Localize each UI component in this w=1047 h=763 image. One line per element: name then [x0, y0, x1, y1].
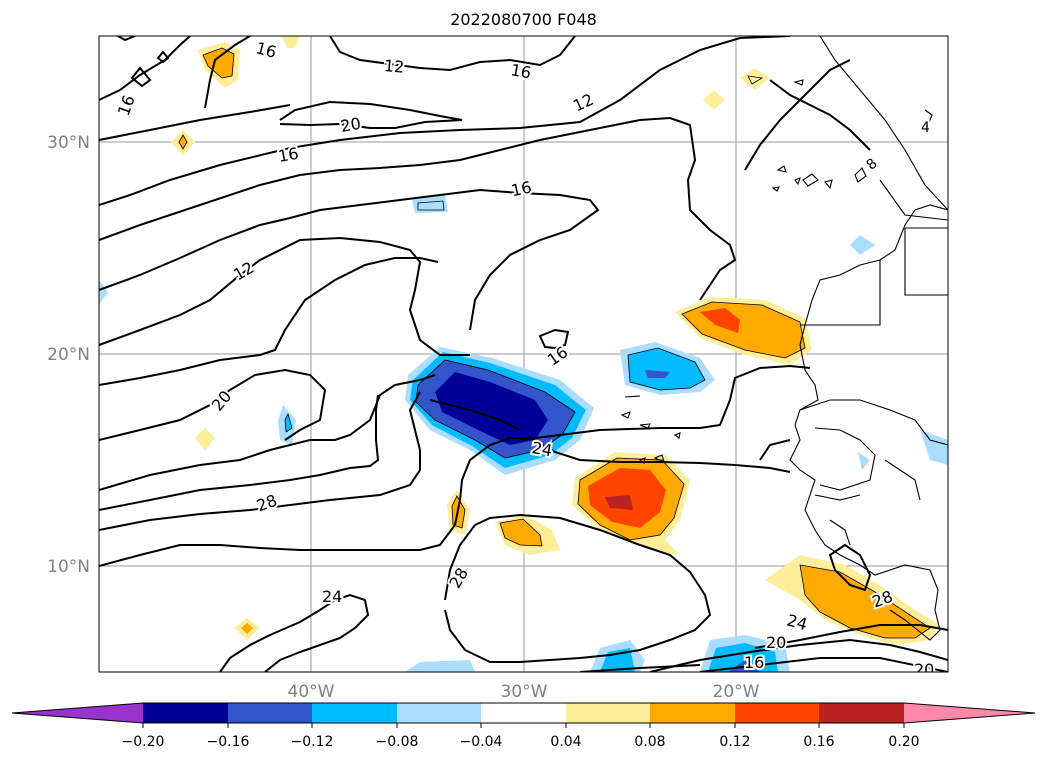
shaded-fields [99, 36, 948, 672]
colorbar-under-arrow [12, 703, 143, 723]
lat-label-10n: 10°N [47, 557, 90, 577]
contour-label: 20 [339, 114, 362, 136]
contour-label: 24 [322, 587, 342, 606]
colorbar-bin [481, 703, 566, 723]
contour-label: 4 [921, 120, 930, 136]
colorbar: −0.20 −0.16 −0.12 −0.08 −0.04 0.04 0.08 … [11, 702, 1036, 750]
contour-label: 16 [744, 653, 764, 672]
map-title: 2022080700 F048 [450, 10, 597, 29]
colorbar-bin [819, 703, 904, 723]
colorbar-tick-label: 0.04 [550, 734, 581, 750]
gridlines [99, 36, 948, 672]
colorbar-tick-label: −0.12 [291, 734, 334, 750]
colorbar-bin [566, 703, 650, 723]
colorbar-bin [228, 703, 312, 723]
lon-label-30w: 30°W [501, 682, 548, 702]
lat-label-20n: 20°N [47, 345, 90, 365]
colorbar-bin [143, 703, 228, 723]
shade-outlines [178, 47, 931, 639]
colorbar-tick-label: −0.04 [460, 734, 503, 750]
lon-label-20w: 20°W [713, 682, 760, 702]
lon-label-40w: 40°W [288, 682, 335, 702]
colorbar-bin [312, 703, 397, 723]
colorbar-tick-label: 0.12 [719, 734, 750, 750]
colorbar-bin [735, 703, 819, 723]
colorbar-tick-label: 0.20 [888, 734, 919, 750]
colorbar-over-arrow [904, 703, 1035, 723]
coastlines [620, 36, 948, 641]
colorbar-tick-labels: −0.20 −0.16 −0.12 −0.08 −0.04 0.04 0.08 … [122, 734, 920, 750]
contour-label: 20 [766, 633, 786, 652]
lat-label-30n: 30°N [47, 133, 90, 153]
contour-label: 20 [914, 660, 934, 679]
contour-label: 16 [509, 60, 532, 82]
colorbar-tick-label: −0.16 [207, 734, 250, 750]
contour-lines [99, 36, 948, 672]
colorbar-tick-label: −0.20 [122, 734, 165, 750]
colorbar-ticks [142, 723, 905, 728]
colorbar-tick-label: −0.08 [376, 734, 419, 750]
colorbar-bin [650, 703, 735, 723]
contour-label: 16 [277, 144, 300, 166]
latitude-labels: 30°N 20°N 10°N [47, 133, 90, 577]
longitude-labels: 40°W 30°W 20°W [288, 682, 760, 702]
contour-label: 12 [383, 56, 405, 77]
colorbar-tick-label: 0.16 [803, 734, 834, 750]
contour-label: 24 [530, 438, 553, 460]
colorbar-tick-label: 0.08 [634, 734, 665, 750]
colorbar-bin [397, 703, 481, 723]
map-frame [98, 35, 949, 673]
